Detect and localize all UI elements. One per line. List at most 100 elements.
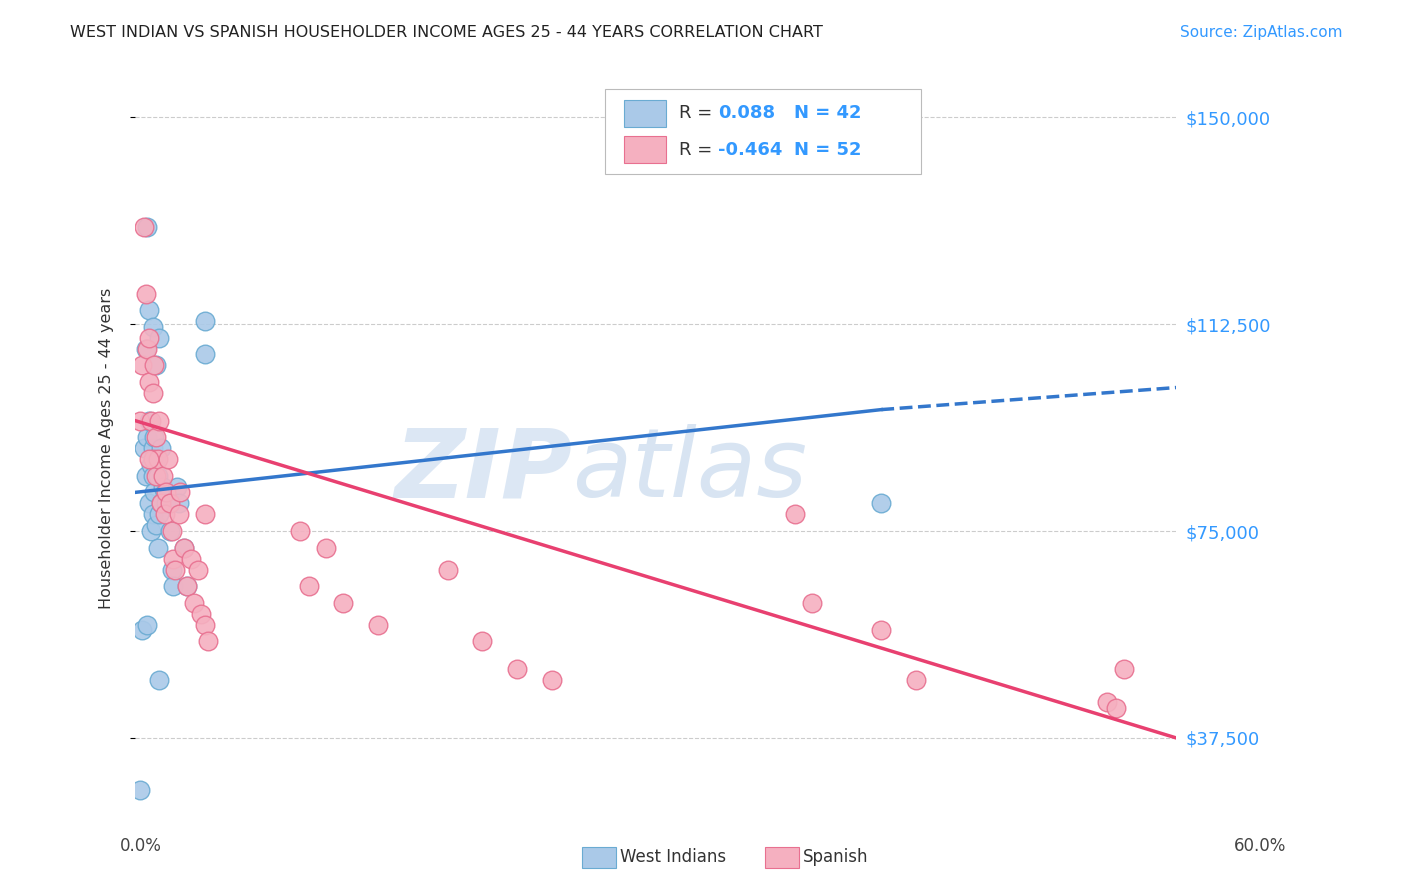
Point xyxy=(145,468,167,483)
Text: 0.088: 0.088 xyxy=(718,104,776,122)
Point xyxy=(166,480,188,494)
Point xyxy=(197,634,219,648)
Point xyxy=(143,359,166,373)
Point xyxy=(870,496,893,510)
Point xyxy=(148,673,170,687)
Point xyxy=(138,414,160,428)
Point xyxy=(169,485,191,500)
Point xyxy=(159,496,181,510)
Point xyxy=(152,480,174,494)
Point xyxy=(155,496,177,510)
Point xyxy=(145,452,167,467)
Point xyxy=(155,485,177,500)
Point xyxy=(139,414,162,428)
Text: West Indians: West Indians xyxy=(620,848,725,866)
Text: 60.0%: 60.0% xyxy=(1234,837,1286,855)
Point xyxy=(176,579,198,593)
Point xyxy=(146,468,169,483)
Point xyxy=(190,607,212,621)
Point xyxy=(150,496,173,510)
Point xyxy=(153,485,176,500)
Point xyxy=(194,617,217,632)
Text: ZIP: ZIP xyxy=(395,425,572,517)
Point xyxy=(132,441,155,455)
Point xyxy=(138,375,160,389)
Point xyxy=(153,508,176,522)
Point xyxy=(315,541,337,555)
Text: N = 52: N = 52 xyxy=(794,141,862,159)
Point xyxy=(183,596,205,610)
Point xyxy=(194,347,217,361)
Point xyxy=(148,508,170,522)
Point xyxy=(167,496,190,510)
Point xyxy=(783,508,806,522)
Point xyxy=(332,596,354,610)
Point xyxy=(1114,662,1136,676)
Point xyxy=(131,624,153,638)
Point xyxy=(160,563,183,577)
Point xyxy=(165,563,187,577)
Point xyxy=(148,414,170,428)
Point xyxy=(167,508,190,522)
Point xyxy=(1095,695,1118,709)
Point xyxy=(162,551,184,566)
Point xyxy=(141,452,163,467)
Point xyxy=(1104,700,1126,714)
Text: WEST INDIAN VS SPANISH HOUSEHOLDER INCOME AGES 25 - 44 YEARS CORRELATION CHART: WEST INDIAN VS SPANISH HOUSEHOLDER INCOM… xyxy=(70,25,823,40)
Point xyxy=(136,342,159,356)
Point xyxy=(150,441,173,455)
Point xyxy=(141,386,163,401)
Point xyxy=(436,563,458,577)
Point xyxy=(138,331,160,345)
Point xyxy=(129,414,152,428)
Point xyxy=(173,541,195,555)
Point xyxy=(180,551,202,566)
Point xyxy=(138,303,160,318)
Point xyxy=(145,518,167,533)
Point xyxy=(135,342,157,356)
Point xyxy=(135,286,157,301)
Text: -0.464: -0.464 xyxy=(718,141,783,159)
Point xyxy=(138,496,160,510)
Point xyxy=(152,468,174,483)
Point xyxy=(157,452,180,467)
Point xyxy=(136,617,159,632)
Y-axis label: Householder Income Ages 25 - 44 years: Householder Income Ages 25 - 44 years xyxy=(100,287,114,609)
Point xyxy=(159,524,181,538)
Point xyxy=(131,359,153,373)
Point xyxy=(138,452,160,467)
Point xyxy=(148,331,170,345)
Point xyxy=(135,468,157,483)
Text: Spanish: Spanish xyxy=(803,848,869,866)
Point xyxy=(141,441,163,455)
Point xyxy=(143,485,166,500)
Point xyxy=(132,220,155,235)
Point xyxy=(129,783,152,797)
Point xyxy=(367,617,389,632)
Point xyxy=(194,508,217,522)
Point xyxy=(145,359,167,373)
Point xyxy=(136,220,159,235)
Point xyxy=(145,430,167,444)
Point xyxy=(136,430,159,444)
Point xyxy=(187,563,209,577)
Point xyxy=(139,458,162,472)
Point xyxy=(176,579,198,593)
Text: atlas: atlas xyxy=(572,425,807,517)
Point xyxy=(173,541,195,555)
Point xyxy=(141,319,163,334)
Point xyxy=(298,579,321,593)
Point xyxy=(471,634,494,648)
Text: R =: R = xyxy=(679,141,718,159)
Point xyxy=(800,596,823,610)
Point xyxy=(162,579,184,593)
Point xyxy=(139,524,162,538)
Point xyxy=(141,508,163,522)
Text: 0.0%: 0.0% xyxy=(120,837,162,855)
Point xyxy=(904,673,927,687)
Point xyxy=(141,468,163,483)
Point xyxy=(194,314,217,328)
Point xyxy=(146,452,169,467)
Point xyxy=(160,524,183,538)
Point xyxy=(150,496,173,510)
